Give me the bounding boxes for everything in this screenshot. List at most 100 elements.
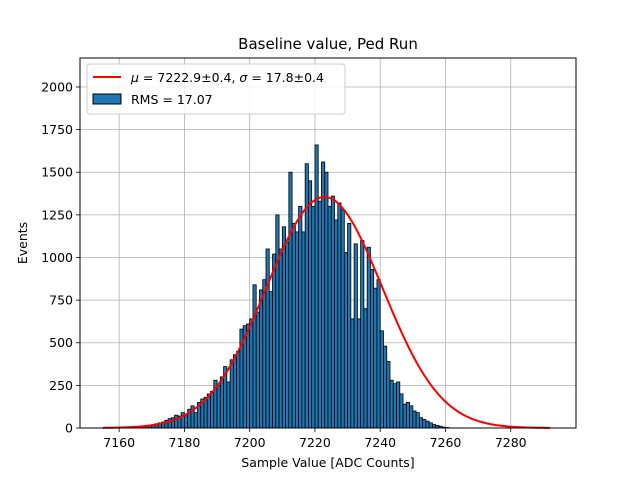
histogram-bar xyxy=(246,323,251,429)
histogram-bar xyxy=(174,414,179,429)
histogram-bar xyxy=(265,248,270,429)
histogram-bar xyxy=(216,384,221,429)
histogram-bar xyxy=(324,171,329,429)
histogram-bar xyxy=(249,318,254,429)
histogram-bar xyxy=(317,200,322,429)
legend-mu-symbol: μ xyxy=(130,70,139,85)
x-tick-label: 7260 xyxy=(430,435,462,450)
x-axis-label: Sample Value [ADC Counts] xyxy=(241,455,414,470)
histogram-bar xyxy=(252,284,257,429)
legend-hist-swatch xyxy=(92,93,122,105)
histogram-bar xyxy=(343,251,348,429)
histogram-bar xyxy=(386,361,391,429)
x-tick-label: 7200 xyxy=(234,435,266,450)
chart-title: Baseline value, Ped Run xyxy=(238,35,418,53)
histogram-bar xyxy=(415,412,420,429)
histogram-bar xyxy=(389,379,394,429)
histogram-bar xyxy=(278,248,283,429)
histogram-bar xyxy=(425,420,430,429)
histogram-bar xyxy=(399,393,404,429)
histogram-bar xyxy=(311,205,316,429)
histogram-bar xyxy=(330,195,335,429)
x-tick-label: 7240 xyxy=(364,435,396,450)
histogram-bar xyxy=(334,219,339,429)
histogram-bar xyxy=(350,318,355,429)
histogram-bar xyxy=(422,419,427,429)
histogram-bar xyxy=(366,246,371,429)
histogram-bar xyxy=(275,214,280,429)
histogram-bar xyxy=(232,354,238,429)
histogram-bar xyxy=(327,205,332,429)
histogram-bar xyxy=(321,161,326,429)
y-tick-label: 750 xyxy=(49,293,73,308)
legend-fit-label: μ = 7222.9±0.4, σ = 17.8±0.4 xyxy=(130,70,324,85)
legend-sigma-symbol: σ xyxy=(239,70,248,85)
histogram-bar xyxy=(298,205,303,429)
x-tick-label: 7180 xyxy=(169,435,201,450)
histogram-bar xyxy=(379,330,384,429)
histogram-bar xyxy=(340,209,345,429)
histogram-bar xyxy=(210,390,215,429)
histogram-bar xyxy=(353,243,358,429)
legend-sigma-value: = 17.8±0.4 xyxy=(247,70,324,85)
histogram-bar xyxy=(392,383,397,429)
y-tick-label: 1750 xyxy=(41,122,73,137)
histogram-bar xyxy=(370,269,375,429)
histogram-bar xyxy=(184,413,189,429)
histogram-bar xyxy=(281,226,286,429)
histogram-bar xyxy=(268,291,273,429)
x-tick-label: 7220 xyxy=(299,435,331,450)
x-tick-label: 7280 xyxy=(495,435,527,450)
y-tick-label: 1000 xyxy=(41,250,73,265)
plot-frame xyxy=(79,57,577,429)
histogram-bar xyxy=(337,202,342,429)
histogram-bar xyxy=(301,231,306,429)
histogram-bar xyxy=(396,381,401,429)
histogram-bar xyxy=(262,279,267,429)
histogram-bar xyxy=(432,424,437,429)
y-tick-label: 0 xyxy=(65,421,73,436)
histogram-bar xyxy=(291,222,296,429)
histogram-bar xyxy=(294,231,300,429)
histogram-bar xyxy=(272,253,277,429)
histogram-bar xyxy=(412,410,417,429)
y-tick-label: 1250 xyxy=(41,207,73,222)
histogram-bar xyxy=(418,417,424,429)
histogram-bar xyxy=(193,412,198,429)
histogram-bar xyxy=(255,311,260,429)
histogram-bar xyxy=(285,241,290,429)
histogram-bar xyxy=(356,318,362,429)
histogram-bar xyxy=(402,403,407,429)
legend-hist-label: RMS = 17.07 xyxy=(131,92,213,107)
histogram-bar xyxy=(304,163,309,429)
legend: μ = 7222.9±0.4, σ = 17.8±0.4 RMS = 17.07 xyxy=(86,63,346,115)
histogram-bar xyxy=(363,308,368,429)
histogram-bar xyxy=(409,405,414,429)
x-axis-ticks: 7160 7180 7200 7220 7240 7260 7280 xyxy=(103,428,527,450)
histogram-bar xyxy=(428,422,433,429)
histogram-bar xyxy=(229,359,234,429)
histogram-bar xyxy=(347,222,352,429)
histogram-bar xyxy=(383,345,388,429)
y-axis-label: Events xyxy=(15,222,30,264)
histogram-bar xyxy=(219,376,224,429)
histogram-bar xyxy=(206,393,211,429)
histogram-bar xyxy=(259,289,264,429)
histogram-bar xyxy=(373,287,378,429)
legend-box xyxy=(86,63,346,115)
histogram-bar xyxy=(226,381,231,429)
y-tick-label: 500 xyxy=(49,335,73,350)
histogram-bar xyxy=(288,171,293,429)
y-axis-ticks: 0 250 500 750 1000 1250 1500 1750 2000 xyxy=(41,79,80,436)
y-tick-label: 2000 xyxy=(41,79,73,94)
histogram-bar xyxy=(308,180,313,429)
gaussian-fit-curve xyxy=(102,195,550,429)
histogram-bar xyxy=(236,350,241,429)
histogram-bar xyxy=(360,240,365,429)
legend-mu-value: = 7222.9±0.4, xyxy=(139,70,239,85)
histogram-bar xyxy=(405,402,410,429)
histogram-bar xyxy=(314,144,319,429)
y-tick-label: 250 xyxy=(49,378,73,393)
histogram-bar xyxy=(376,279,381,429)
